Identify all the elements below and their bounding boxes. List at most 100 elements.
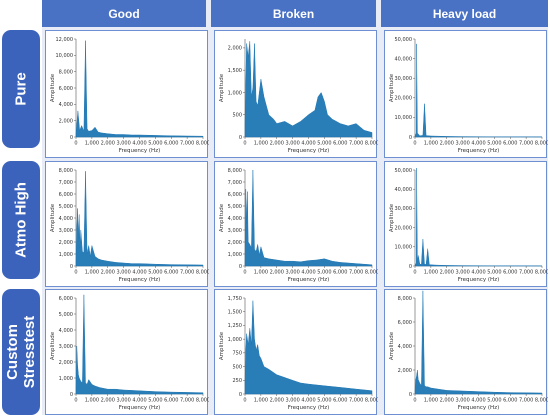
x-axis-label: Frequency (Hz) (458, 405, 499, 411)
x-axis-label: Frequency (Hz) (288, 405, 329, 411)
x-tick-label: 3,000 (455, 141, 469, 147)
x-tick-label: 8,000 (365, 270, 378, 276)
x-tick-label: 7,000 (180, 141, 194, 147)
y-tick-label: 50,000 (395, 37, 413, 43)
y-tick-label: 6,000 (228, 192, 242, 198)
x-tick-label: 4,000 (132, 270, 146, 276)
x-tick-label: 4,000 (301, 270, 315, 276)
spectrum-chart-1-0: 0 1,000 2,000 3,000 4,000 5,000 6,000 7,000 8,00… (45, 161, 209, 287)
x-tick-label: 7,000 (180, 270, 194, 276)
y-tick-label: 10,000 (395, 115, 413, 121)
column-header-label: Good (108, 6, 140, 21)
y-tick-label: 3,000 (228, 228, 242, 234)
row-header-label: Atmo High (12, 182, 30, 258)
x-tick-label: 2,000 (440, 270, 454, 276)
x-tick-label: 4,000 (132, 141, 146, 147)
chart-svg: 0 1,000 2,000 3,000 4,000 5,000 6,000 7,000 8,00… (389, 168, 548, 283)
y-axis-label: Amplitude (389, 203, 395, 232)
x-tick-label: 3,000 (455, 270, 469, 276)
x-tick-label: 5,000 (487, 141, 501, 147)
x-tick-label: 2,000 (101, 141, 115, 147)
x-tick-label: 6,000 (503, 398, 517, 404)
spectrum-series (414, 290, 543, 395)
y-tick-label: 8,000 (59, 69, 73, 75)
y-tick-label: 0 (409, 264, 412, 270)
y-tick-label: 5,000 (59, 312, 73, 318)
x-tick-label: 6,000 (333, 141, 347, 147)
x-tick-label: 0 (243, 270, 246, 276)
spectrum-series (75, 171, 204, 267)
column-header-label: Heavy load (432, 6, 497, 21)
x-tick-label: 2,000 (101, 270, 115, 276)
spectrum-chart-2-1: 0 1,000 2,000 3,000 4,000 5,000 6,000 7,000 8,00… (214, 289, 378, 415)
spectrum-series (244, 300, 373, 395)
spectrum-chart-1-1: 0 1,000 2,000 3,000 4,000 5,000 6,000 7,000 8,00… (214, 161, 378, 287)
x-tick-label: 0 (413, 141, 416, 147)
x-tick-label: 5,000 (148, 141, 162, 147)
y-tick-label: 2,000 (228, 46, 242, 52)
x-tick-label: 1,000 (85, 141, 99, 147)
spectrum-series (414, 168, 543, 267)
y-tick-label: 0 (239, 135, 242, 141)
x-tick-label: 0 (74, 270, 77, 276)
y-tick-label: 7,000 (59, 180, 73, 186)
x-tick-label: 4,000 (471, 141, 485, 147)
y-axis-label: Amplitude (219, 203, 225, 232)
x-tick-label: 4,000 (301, 141, 315, 147)
spectrum-chart-2-2: 0 1,000 2,000 3,000 4,000 5,000 6,000 7,000 8,00… (384, 289, 548, 415)
spectrum-chart-2-0: 0 1,000 2,000 3,000 4,000 5,000 6,000 7,000 8,00… (45, 289, 209, 415)
x-tick-label: 1,000 (254, 398, 268, 404)
spectrum-chart-0-0: 0 1,000 2,000 3,000 4,000 5,000 6,000 7,000 8,00… (45, 30, 209, 158)
chart-svg: 0 1,000 2,000 3,000 4,000 5,000 6,000 7,000 8,00… (219, 168, 378, 283)
y-axis-label: Amplitude (50, 203, 56, 232)
column-header-label: Broken (272, 6, 315, 21)
y-tick-label: 20,000 (395, 96, 413, 102)
y-tick-label: 2,000 (59, 240, 73, 246)
y-tick-label: 1,750 (228, 296, 242, 302)
x-tick-label: 6,000 (333, 398, 347, 404)
row-header-atmo-high: Atmo High (2, 161, 40, 279)
x-tick-label: 7,000 (519, 398, 533, 404)
y-tick-label: 250 (232, 378, 242, 384)
x-tick-label: 2,000 (101, 398, 115, 404)
x-tick-label: 6,000 (164, 270, 178, 276)
y-tick-label: 12,000 (56, 37, 74, 43)
y-tick-label: 8,000 (59, 168, 73, 174)
x-tick-label: 0 (74, 398, 77, 404)
x-tick-label: 5,000 (487, 398, 501, 404)
y-tick-label: 4,000 (59, 102, 73, 108)
spectrum-series (75, 40, 204, 138)
x-tick-label: 0 (243, 141, 246, 147)
x-tick-label: 0 (243, 398, 246, 404)
x-axis-label: Frequency (Hz) (119, 148, 160, 154)
x-tick-label: 0 (413, 270, 416, 276)
y-tick-label: 1,000 (59, 252, 73, 258)
y-axis-label: Amplitude (50, 331, 56, 360)
x-tick-label: 6,000 (333, 270, 347, 276)
x-axis-label: Frequency (Hz) (458, 277, 499, 283)
x-tick-label: 5,000 (148, 398, 162, 404)
x-tick-label: 7,000 (349, 398, 363, 404)
x-tick-label: 8,000 (535, 270, 548, 276)
x-tick-label: 5,000 (317, 141, 331, 147)
chart-svg: 0 1,000 2,000 3,000 4,000 5,000 6,000 7,000 8,00… (50, 37, 209, 154)
y-tick-label: 30,000 (395, 206, 413, 212)
y-tick-label: 1,500 (228, 310, 242, 316)
y-tick-label: 20,000 (395, 225, 413, 231)
y-tick-label: 500 (232, 364, 242, 370)
chart-svg: 0 1,000 2,000 3,000 4,000 5,000 6,000 7,000 8,00… (50, 294, 209, 411)
y-axis-label: Amplitude (389, 331, 395, 360)
spectrum-chart-0-1: 0 1,000 2,000 3,000 4,000 5,000 6,000 7,000 8,00… (214, 30, 378, 158)
x-axis-label: Frequency (Hz) (119, 405, 160, 411)
y-tick-label: 10,000 (395, 245, 413, 251)
spectrum-series (75, 294, 204, 395)
y-tick-label: 0 (70, 135, 73, 141)
y-tick-label: 40,000 (395, 187, 413, 193)
x-axis-label: Frequency (Hz) (458, 148, 499, 154)
y-tick-label: 6,000 (59, 296, 73, 302)
x-tick-label: 5,000 (487, 270, 501, 276)
x-tick-label: 7,000 (349, 141, 363, 147)
y-tick-label: 8,000 (228, 168, 242, 174)
y-tick-label: 50,000 (395, 168, 413, 174)
y-tick-label: 500 (232, 113, 242, 119)
